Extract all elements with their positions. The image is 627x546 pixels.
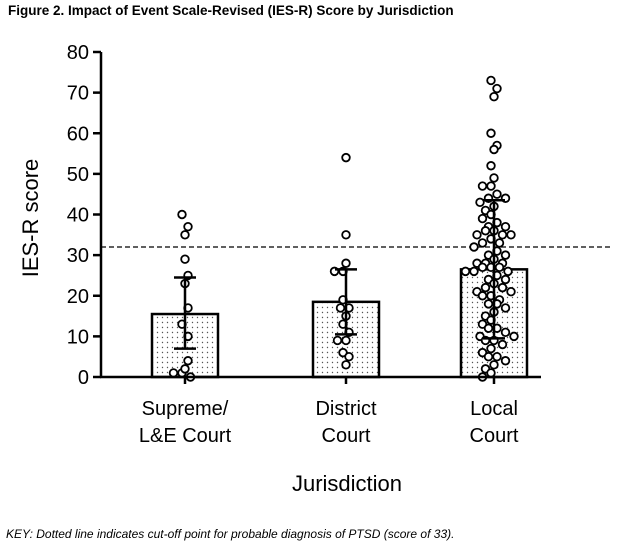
- data-point: [509, 331, 519, 342]
- data-point: [180, 230, 190, 240]
- data-point: [341, 152, 351, 163]
- data-point: [341, 360, 351, 370]
- bars-layer: [150, 268, 529, 379]
- y-tick-label: 30: [67, 245, 89, 267]
- errorbars-layer: [174, 199, 505, 350]
- data-point: [344, 351, 354, 362]
- data-point: [483, 299, 494, 309]
- data-point: [486, 75, 496, 86]
- data-point: [500, 356, 511, 366]
- data-point: [489, 144, 499, 155]
- data-point: [497, 282, 508, 293]
- data-point: [494, 262, 505, 273]
- data-point: [469, 266, 479, 277]
- data-point: [497, 230, 508, 240]
- data-point: [180, 254, 190, 264]
- category-label: District Court: [315, 398, 377, 447]
- data-point: [486, 343, 496, 354]
- data-point: [486, 181, 496, 191]
- points-layer: [168, 75, 519, 382]
- y-tick-label: 10: [67, 326, 89, 348]
- data-point: [177, 209, 187, 220]
- data-point: [494, 238, 505, 248]
- x-axis-title: Jurisdiction: [292, 471, 402, 496]
- data-point: [492, 83, 502, 94]
- y-tick-label: 40: [67, 205, 89, 227]
- data-point: [469, 242, 479, 252]
- category-label: Supreme/L&E Court: [139, 398, 232, 447]
- data-point: [480, 282, 491, 293]
- category-label: Local Court: [470, 398, 519, 447]
- data-point: [486, 128, 496, 138]
- data-point: [500, 221, 511, 232]
- data-point: [500, 327, 511, 338]
- y-tick-label: 20: [67, 286, 89, 308]
- data-point: [477, 181, 488, 191]
- data-point: [183, 356, 193, 366]
- data-point: [477, 238, 488, 248]
- data-point: [486, 161, 496, 171]
- data-point: [477, 213, 488, 224]
- data-point: [489, 173, 499, 183]
- data-point: [492, 189, 502, 199]
- data-point: [341, 335, 351, 346]
- y-tick-label: 60: [67, 123, 89, 145]
- data-point: [492, 351, 502, 362]
- figure-key-note: KEY: Dotted line indicates cut-off point…: [6, 527, 455, 541]
- data-point: [472, 230, 482, 240]
- y-tick-label: 70: [67, 83, 89, 105]
- data-point: [483, 351, 494, 362]
- data-point: [475, 197, 485, 208]
- y-tick-label: 50: [67, 164, 89, 186]
- data-point: [168, 368, 179, 378]
- data-point: [341, 230, 351, 240]
- figure-title: Figure 2. Impact of Event Scale-Revised …: [8, 3, 454, 18]
- data-point: [497, 339, 508, 350]
- data-point: [477, 262, 488, 273]
- data-point: [335, 303, 346, 313]
- data-point: [477, 291, 488, 301]
- data-point: [489, 360, 499, 370]
- data-point: [486, 368, 496, 378]
- y-tick-label: 0: [78, 367, 89, 389]
- y-axis-title: IES-R score: [18, 159, 43, 278]
- data-point: [460, 266, 471, 277]
- x-axis-categories: Supreme/L&E Court District Court Local Court: [139, 398, 519, 447]
- data-point: [341, 258, 351, 268]
- data-point: [506, 230, 516, 240]
- data-point: [503, 266, 513, 277]
- data-point: [500, 274, 511, 285]
- data-point: [180, 364, 190, 374]
- data-point: [500, 303, 511, 313]
- data-point: [480, 226, 491, 236]
- data-point: [506, 286, 516, 297]
- data-point: [332, 335, 343, 346]
- data-point: [483, 323, 494, 333]
- data-point: [183, 221, 193, 232]
- y-tick-label: 80: [67, 42, 89, 64]
- y-axis: 0 10 20 30 40 50 60 70 80: [67, 42, 541, 389]
- data-point: [500, 250, 511, 260]
- data-point: [489, 91, 499, 102]
